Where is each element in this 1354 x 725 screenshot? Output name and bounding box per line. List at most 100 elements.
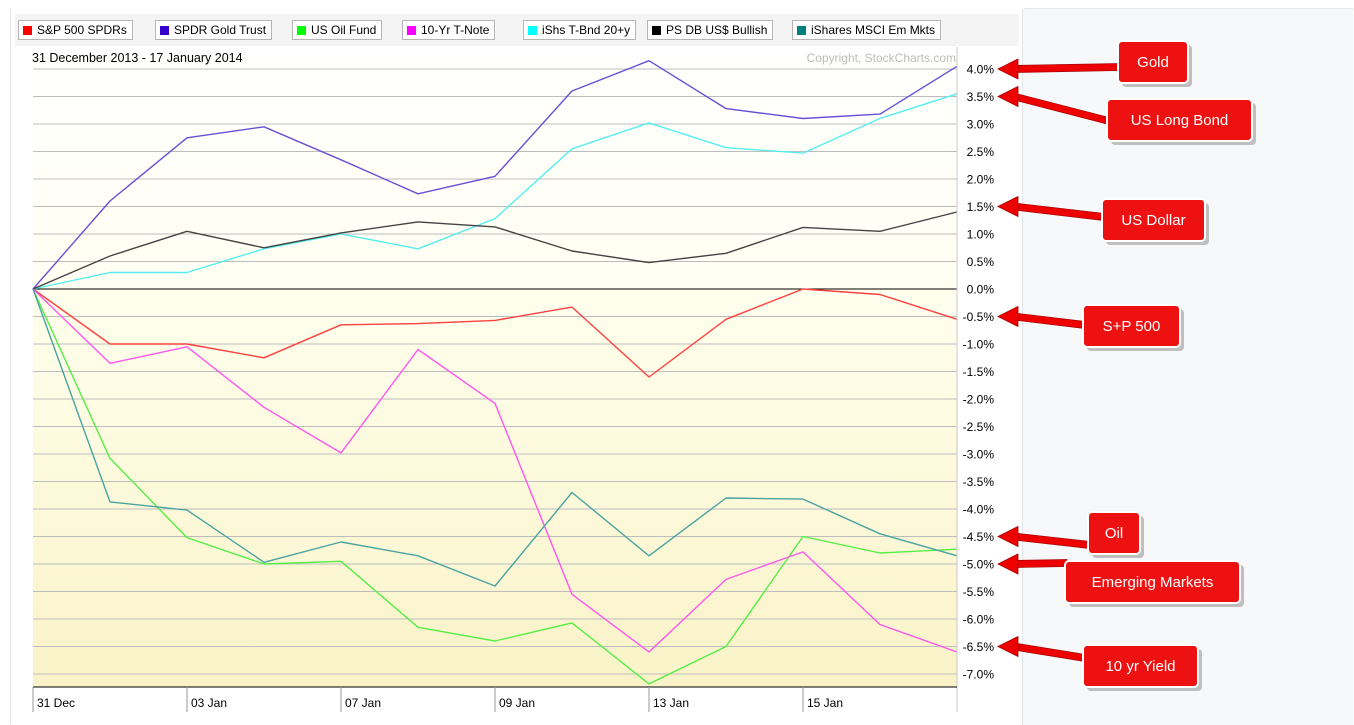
callout-arrow-head <box>997 85 1019 108</box>
y-tick-label: -3.0% <box>963 448 995 462</box>
gridlines <box>33 68 957 675</box>
callout-gold: Gold <box>997 40 1192 87</box>
legend-item-gold[interactable]: SPDR Gold Trust <box>155 20 273 40</box>
chart-title: 31 December 2013 - 17 January 2014 <box>32 51 243 65</box>
callout-arrow-shaft <box>1013 642 1086 662</box>
y-tick-label: 1.5% <box>967 200 995 214</box>
callout-arrow-shaft <box>1013 63 1121 73</box>
legend-label: SPDR Gold Trust <box>174 23 267 37</box>
y-tick-label: -5.0% <box>963 558 995 572</box>
y-tick-label: -4.5% <box>963 530 995 544</box>
copyright-text: Copyright, StockCharts.com <box>807 51 956 65</box>
callout-label: Emerging Markets <box>1092 574 1214 591</box>
callout-box <box>1064 560 1241 604</box>
legend-swatch <box>297 26 306 35</box>
y-tick-label: -1.0% <box>963 338 995 352</box>
callout-box <box>1087 511 1141 555</box>
x-tick-label: 31 Dec <box>37 696 75 710</box>
y-tick-label: 4.0% <box>967 63 995 77</box>
callout-oil: Oil <box>997 511 1144 558</box>
legend-item-emkts[interactable]: iShares MSCI Em Mkts <box>792 20 942 40</box>
series-line-ishs-t-bnd-20-y <box>32 93 958 290</box>
y-tick-label: -4.0% <box>963 503 995 517</box>
plot-background-positive <box>33 47 957 289</box>
callout-box <box>1117 40 1189 84</box>
legend-swatch <box>407 26 416 35</box>
callout-us-dollar: US Dollar <box>997 195 1209 245</box>
legend-swatch <box>652 26 661 35</box>
legend-item-usd[interactable]: PS DB US$ Bullish <box>647 20 774 40</box>
callout-label: S+P 500 <box>1103 318 1161 335</box>
x-tick-label: 15 Jan <box>807 696 843 710</box>
y-tick-label: 1.0% <box>967 228 995 242</box>
callout-emerging-markets: Emerging Markets <box>997 553 1244 607</box>
plot-background-negative <box>33 289 957 687</box>
y-tick-label: -7.0% <box>963 668 995 682</box>
callout-arrow-shaft <box>1013 532 1091 549</box>
legend-item-oil[interactable]: US Oil Fund <box>292 20 383 40</box>
y-tick-label: 3.5% <box>967 90 995 104</box>
axis-layer: 4.0% 3.5% 3.0% 2.5% 2.0% 1.5% 1.0% 0.5% 0.0% -0.5… <box>32 47 995 712</box>
callout-label: US Dollar <box>1121 212 1185 229</box>
callout-label: US Long Bond <box>1131 112 1229 129</box>
y-tick-label: -2.0% <box>963 393 995 407</box>
callout-arrow-head <box>997 553 1019 575</box>
callout-box <box>1106 98 1253 142</box>
legend-label: US Oil Fund <box>311 23 377 37</box>
legend-bar: S&P 500 SPDRs SPDR Gold Trust US Oil Fun… <box>15 14 1019 46</box>
callout-arrow-head <box>997 635 1019 658</box>
y-tick-label: 2.0% <box>967 173 995 187</box>
y-tick-label: -6.0% <box>963 613 995 627</box>
callout-box <box>1082 644 1199 688</box>
callout-label: Oil <box>1105 525 1123 542</box>
legend-item-sp500[interactable]: S&P 500 SPDRs <box>18 20 133 40</box>
y-tick-label: -1.5% <box>963 365 995 379</box>
series-line-ps-db-us-bullish <box>32 211 958 290</box>
callout-arrow-shaft <box>1013 92 1110 126</box>
callout-box <box>1101 198 1206 242</box>
legend-item-tbond[interactable]: iShs T-Bnd 20+y <box>523 20 637 40</box>
callout-layer: Gold US Long Bond US Dollar S+P 500 Oil Emerg… <box>997 40 1256 691</box>
y-tick-label: 0.5% <box>967 255 995 269</box>
legend-swatch <box>528 26 537 35</box>
legend-label: S&P 500 SPDRs <box>37 23 127 37</box>
callout-arrow-head <box>997 195 1019 218</box>
x-tick-label: 07 Jan <box>345 696 381 710</box>
callout-us-long-bond: US Long Bond <box>997 85 1256 145</box>
y-tick-label: -2.5% <box>963 420 995 434</box>
callout-arrow-head <box>997 58 1019 80</box>
y-tick-label: -0.5% <box>963 310 995 324</box>
callout-label: Gold <box>1137 54 1169 71</box>
callout-10-yr-yield: 10 yr Yield <box>997 635 1202 691</box>
y-tick-label: 0.0% <box>967 283 995 297</box>
legend-swatch <box>160 26 169 35</box>
series-line-us-oil-fund <box>32 288 958 685</box>
x-tick-label: 09 Jan <box>499 696 535 710</box>
frame-left-border <box>10 8 11 724</box>
callout-arrow-shaft <box>1013 312 1086 329</box>
callout-arrow-head <box>997 525 1019 548</box>
callout-label: 10 yr Yield <box>1105 658 1175 675</box>
x-tick-label: 13 Jan <box>653 696 689 710</box>
callout-arrow-shaft <box>1013 559 1068 568</box>
series-line-spdr-gold-trust <box>32 60 958 290</box>
legend-label: PS DB US$ Bullish <box>666 23 768 37</box>
y-tick-label: -3.5% <box>963 475 995 489</box>
callout-box <box>1082 304 1181 348</box>
callout-s-p-500: S+P 500 <box>997 304 1184 351</box>
callout-arrow-shaft <box>1013 202 1105 221</box>
legend-swatch <box>797 26 806 35</box>
series-layer <box>32 60 958 685</box>
x-tick-label: 03 Jan <box>191 696 227 710</box>
legend-label: iShares MSCI Em Mkts <box>811 23 936 37</box>
legend-item-tnote[interactable]: 10-Yr T-Note <box>402 20 496 40</box>
series-line-ishares-msci-em-mkts <box>32 288 958 587</box>
series-line-s-p-500-spdrs <box>32 288 958 378</box>
legend-swatch <box>23 26 32 35</box>
callout-arrow-head <box>997 305 1019 328</box>
legend-label: 10-Yr T-Note <box>421 23 490 37</box>
y-tick-label: -6.5% <box>963 640 995 654</box>
y-tick-label: 3.0% <box>967 118 995 132</box>
